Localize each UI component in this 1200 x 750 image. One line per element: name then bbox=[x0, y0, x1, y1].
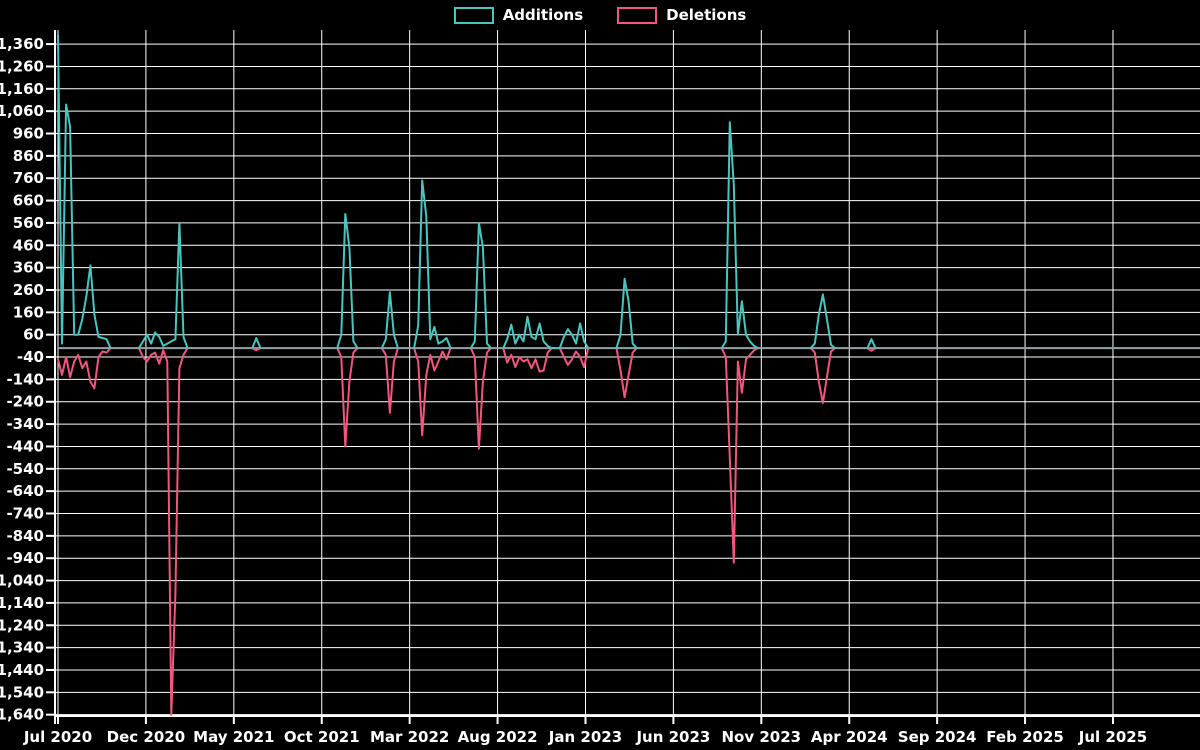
y-axis-label: 960 bbox=[13, 125, 44, 143]
y-axis-label: -1,640 bbox=[0, 706, 44, 724]
deletions-line bbox=[251, 347, 262, 352]
x-axis-label: Jul 2020 bbox=[23, 728, 92, 746]
x-axis-label: Jan 2023 bbox=[548, 728, 622, 746]
y-axis-label: 660 bbox=[13, 192, 44, 210]
deletions-line bbox=[380, 347, 399, 414]
y-axis-label: 860 bbox=[13, 147, 44, 165]
y-axis-label: -340 bbox=[6, 415, 44, 433]
deletions-swatch-icon bbox=[617, 6, 658, 24]
additions-line bbox=[809, 293, 836, 350]
y-axis-label: -640 bbox=[6, 482, 44, 500]
y-axis-label: 60 bbox=[23, 326, 44, 344]
additions-line bbox=[380, 291, 399, 350]
y-axis-label: -140 bbox=[6, 370, 44, 388]
y-axis-label: -1,540 bbox=[0, 683, 44, 701]
deletions-line bbox=[615, 347, 638, 399]
y-axis-label: -1,240 bbox=[0, 616, 44, 634]
deletions-line bbox=[336, 347, 359, 448]
y-axis-label: -1,340 bbox=[0, 639, 44, 657]
x-axis-label: May 2021 bbox=[193, 728, 274, 746]
additions-line bbox=[413, 179, 452, 350]
legend-label-deletions: Deletions bbox=[666, 6, 747, 24]
additions-line bbox=[469, 221, 492, 350]
y-axis-label: -1,140 bbox=[0, 594, 44, 612]
additions-line bbox=[251, 337, 262, 350]
deletions-line bbox=[502, 347, 590, 373]
y-axis-label: 1,160 bbox=[0, 80, 44, 98]
y-axis-label: 1,060 bbox=[0, 102, 44, 120]
y-axis-label: 260 bbox=[13, 281, 44, 299]
x-axis-label: Aug 2022 bbox=[458, 728, 538, 746]
y-axis-label: 560 bbox=[13, 214, 44, 232]
y-axis-label: 1,260 bbox=[0, 57, 44, 75]
x-axis-label: Mar 2022 bbox=[370, 728, 449, 746]
y-axis-label: -440 bbox=[6, 437, 44, 455]
deletions-line bbox=[809, 347, 836, 404]
legend-item-additions[interactable]: Additions bbox=[453, 6, 584, 24]
deletions-line bbox=[137, 347, 189, 716]
deletions-line bbox=[57, 347, 112, 390]
deletions-line bbox=[469, 347, 492, 450]
additions-line bbox=[720, 121, 760, 350]
x-axis-label: Jul 2025 bbox=[1078, 728, 1147, 746]
y-axis-label: -940 bbox=[6, 549, 44, 567]
chart-legend: Additions Deletions bbox=[0, 6, 1200, 24]
y-axis-label: 460 bbox=[13, 236, 44, 254]
additions-line bbox=[137, 221, 189, 350]
y-axis-label: -740 bbox=[6, 505, 44, 523]
y-axis-label: 760 bbox=[13, 169, 44, 187]
y-axis-label: 160 bbox=[13, 303, 44, 321]
x-axis-label: Dec 2020 bbox=[107, 728, 186, 746]
x-axis-label: Jun 2023 bbox=[635, 728, 710, 746]
deletions-line bbox=[720, 347, 760, 564]
y-axis-label: -540 bbox=[6, 460, 44, 478]
additions-line bbox=[57, 34, 112, 350]
y-axis-label: 1,360 bbox=[0, 35, 44, 53]
x-axis-label: Apr 2024 bbox=[811, 728, 888, 746]
x-axis-label: Nov 2023 bbox=[722, 728, 802, 746]
additions-swatch-icon bbox=[453, 6, 494, 24]
additions-line bbox=[866, 338, 877, 350]
y-axis-label: -40 bbox=[17, 348, 44, 366]
y-axis-label: -1,040 bbox=[0, 572, 44, 590]
y-axis-label: -840 bbox=[6, 527, 44, 545]
additions-line bbox=[615, 277, 638, 350]
deletions-line bbox=[413, 347, 452, 437]
x-axis-label: Oct 2021 bbox=[284, 728, 360, 746]
y-axis-label: -1,440 bbox=[0, 661, 44, 679]
deletions-line bbox=[866, 347, 877, 352]
legend-item-deletions[interactable]: Deletions bbox=[617, 6, 746, 24]
x-axis-label: Sep 2024 bbox=[898, 728, 977, 746]
y-axis-label: -240 bbox=[6, 393, 44, 411]
y-axis-label: 360 bbox=[13, 259, 44, 277]
additions-line bbox=[502, 315, 590, 350]
x-axis-label: Feb 2025 bbox=[986, 728, 1064, 746]
additions-line bbox=[336, 213, 359, 350]
legend-label-additions: Additions bbox=[502, 6, 584, 24]
